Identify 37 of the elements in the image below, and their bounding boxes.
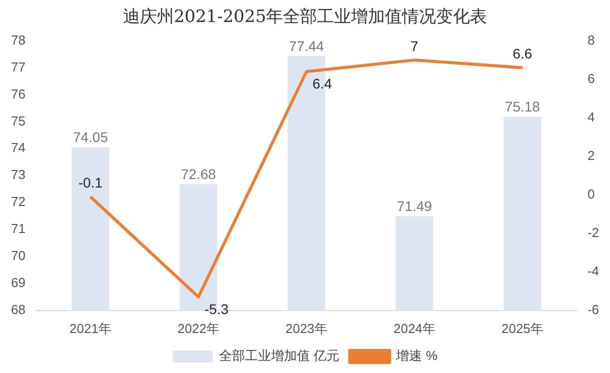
y2-tick-label: 0 — [587, 186, 595, 202]
x-tick-label: 2023年 — [285, 320, 328, 336]
data-label: 74.05 — [72, 129, 108, 146]
y2-tick-label: 2 — [587, 148, 595, 163]
y-tick-label: 77 — [10, 59, 26, 74]
data-label: -5.3 — [204, 300, 229, 317]
legend-label: 全部工业增加值 亿元 — [219, 348, 340, 364]
y-tick-label: 73 — [10, 167, 26, 182]
y2-tick-label: 6 — [587, 70, 595, 86]
data-label: 6.6 — [512, 46, 532, 62]
data-label: 71.49 — [396, 198, 432, 214]
y2-tick-label: -4 — [587, 263, 600, 278]
x-tick-label: 2021年 — [69, 320, 112, 336]
legend-label: 增速 % — [395, 348, 438, 364]
y2-tick-label: 8 — [587, 32, 595, 48]
y-tick-label: 71 — [10, 221, 26, 236]
data-label: -0.1 — [78, 174, 103, 191]
y-tick-label: 70 — [10, 248, 26, 264]
chart-title: 迪庆州2021-2025年全部工业增加值情况变化表 — [122, 6, 488, 29]
y2-tick-label: -2 — [587, 224, 600, 240]
x-tick-label: 2022年 — [177, 320, 220, 336]
y-tick-label: 74 — [10, 140, 26, 156]
data-label: 75.18 — [504, 98, 540, 115]
y-tick-label: 75 — [10, 113, 26, 128]
y-tick-label: 69 — [10, 275, 26, 290]
data-label: 72.68 — [180, 166, 216, 182]
x-tick-label: 2024年 — [393, 320, 436, 336]
data-label: 7 — [410, 38, 419, 54]
y-tick-label: 78 — [10, 32, 26, 48]
y2-tick-label: 4 — [587, 109, 595, 124]
y-tick-label: 76 — [10, 86, 26, 102]
y-tick-label: 72 — [10, 194, 26, 210]
data-label: 6.4 — [312, 75, 332, 92]
x-tick-label: 2025年 — [501, 320, 544, 336]
data-label: 77.44 — [288, 38, 324, 54]
y-tick-label: 68 — [10, 302, 26, 317]
y2-tick-label: -6 — [587, 302, 600, 317]
